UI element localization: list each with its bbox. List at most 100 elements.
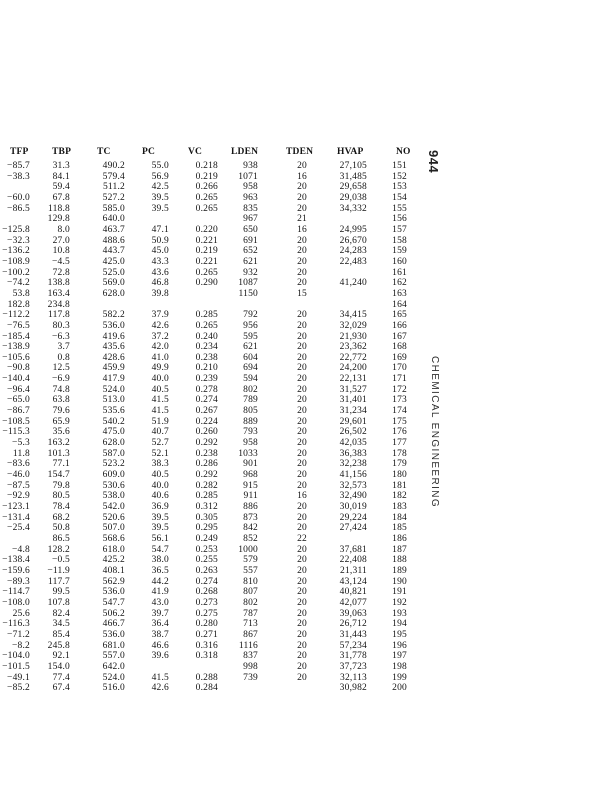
cell: 20 bbox=[297, 608, 307, 619]
cell: 681.0 bbox=[102, 640, 125, 651]
cell: −90.8 bbox=[7, 363, 30, 374]
cell: 0.234 bbox=[195, 342, 218, 353]
cell: 22,408 bbox=[339, 555, 367, 566]
cell: 1150 bbox=[238, 288, 258, 299]
cell: 36.5 bbox=[151, 565, 169, 576]
cell: 23,362 bbox=[339, 342, 367, 353]
table-row: 86.5 568.6 56.1 0.249 852 22 186 bbox=[0, 534, 407, 545]
cell: 16 bbox=[297, 171, 307, 182]
cell: 967 bbox=[243, 214, 258, 225]
cell: 0.265 bbox=[195, 267, 218, 278]
cell: 129.8 bbox=[47, 214, 70, 225]
cell: 585.0 bbox=[102, 203, 125, 214]
cell: −25.4 bbox=[7, 523, 30, 534]
cell: 787 bbox=[243, 608, 258, 619]
cell: 0.275 bbox=[195, 608, 218, 619]
cell: 0.249 bbox=[195, 533, 218, 544]
cell: 34,332 bbox=[339, 203, 367, 214]
cell: 604 bbox=[243, 352, 258, 363]
cell: 52.1 bbox=[151, 448, 169, 459]
cell: 41.5 bbox=[151, 395, 169, 406]
cell: 199 bbox=[392, 672, 407, 683]
col-header-no: NO bbox=[396, 147, 411, 157]
cell: 29,658 bbox=[339, 182, 367, 193]
cell: 0.280 bbox=[195, 619, 218, 630]
col-header-hvap: HVAP bbox=[337, 147, 364, 157]
cell: 24,995 bbox=[339, 224, 367, 235]
cell: 557.0 bbox=[102, 651, 125, 662]
cell: 466.7 bbox=[102, 619, 125, 630]
cell: 174 bbox=[392, 406, 407, 417]
cell: 184 bbox=[392, 512, 407, 523]
cell: −115.3 bbox=[2, 427, 30, 438]
table-row: −104.0 92.1 557.0 39.6 0.318 837 20 31,778 197 bbox=[0, 651, 407, 662]
cell: 488.6 bbox=[102, 235, 125, 246]
cell: 161 bbox=[392, 267, 407, 278]
cell: −38.3 bbox=[7, 171, 30, 182]
cell: 40,821 bbox=[339, 587, 367, 598]
cell: 0.318 bbox=[195, 651, 218, 662]
cell: 29,038 bbox=[339, 192, 367, 203]
cell: 16 bbox=[297, 491, 307, 502]
cell: 20 bbox=[297, 363, 307, 374]
cell: 31,778 bbox=[339, 651, 367, 662]
cell: 72.8 bbox=[52, 267, 70, 278]
cell: 587.0 bbox=[102, 448, 125, 459]
cell: 158 bbox=[392, 235, 407, 246]
cell: −76.5 bbox=[7, 320, 30, 331]
cell: 42,077 bbox=[339, 597, 367, 608]
cell: 31,401 bbox=[339, 395, 367, 406]
cell: 547.7 bbox=[102, 597, 125, 608]
cell: 245.8 bbox=[47, 640, 70, 651]
table-row: −85.7 31.3 490.2 55.0 0.218 938 20 27,105 151 bbox=[0, 161, 407, 172]
cell: 20 bbox=[297, 182, 307, 193]
cell: 44.2 bbox=[151, 576, 169, 587]
cell: 835 bbox=[243, 203, 258, 214]
cell: 3.7 bbox=[57, 342, 70, 353]
col-header-pc: PC bbox=[142, 147, 156, 157]
cell: 22,772 bbox=[339, 352, 367, 363]
cell: 582.2 bbox=[102, 310, 125, 321]
table-row: −100.2 72.8 525.0 43.6 0.265 932 20 161 bbox=[0, 268, 407, 279]
cell: −71.2 bbox=[7, 629, 30, 640]
cell: −101.5 bbox=[2, 661, 30, 672]
cell: 807 bbox=[243, 587, 258, 598]
cell: −159.6 bbox=[2, 565, 30, 576]
cell: 65.9 bbox=[52, 416, 70, 427]
table-row: −138.4 −0.5 425.2 38.0 0.255 579 20 22,408 188 bbox=[0, 555, 407, 566]
cell bbox=[307, 289, 367, 300]
cell: 22,131 bbox=[339, 374, 367, 385]
cell: 20 bbox=[297, 246, 307, 257]
table-row: −140.4 −6.9 417.9 40.0 0.239 594 20 22,131 171 bbox=[0, 374, 407, 385]
cell: 793 bbox=[243, 427, 258, 438]
cell: 0.267 bbox=[195, 406, 218, 417]
cell: 195 bbox=[392, 629, 407, 640]
cell: 805 bbox=[243, 406, 258, 417]
cell: 22,483 bbox=[339, 256, 367, 267]
cell: 99.5 bbox=[52, 587, 70, 598]
cell: 739 bbox=[243, 672, 258, 683]
col-header-tbp: TBP bbox=[52, 147, 72, 157]
cell: 26,502 bbox=[339, 427, 367, 438]
cell: 41.5 bbox=[151, 406, 169, 417]
cell: 535.6 bbox=[102, 406, 125, 417]
cell: 42.6 bbox=[151, 320, 169, 331]
cell: −108.0 bbox=[2, 597, 30, 608]
table-row: −76.5 80.3 536.0 42.6 0.265 956 20 32,029 166 bbox=[0, 321, 407, 332]
cell: 170 bbox=[392, 363, 407, 374]
cell: 0.285 bbox=[195, 310, 218, 321]
cell: 0.220 bbox=[195, 224, 218, 235]
cell: 194 bbox=[392, 619, 407, 630]
col-header-tc: TC bbox=[97, 147, 111, 157]
table-row: −101.5 154.0 642.0 998 20 37,723 198 bbox=[0, 662, 407, 673]
cell: 0.295 bbox=[195, 523, 218, 534]
cell: 652 bbox=[243, 246, 258, 257]
cell: 29,224 bbox=[339, 512, 367, 523]
cell: 154.0 bbox=[47, 661, 70, 672]
cell: 20 bbox=[297, 619, 307, 630]
table-row: −159.6 −11.9 408.1 36.5 0.263 557 20 21,311 189 bbox=[0, 566, 407, 577]
cell: 101.3 bbox=[47, 448, 70, 459]
table-row: −114.7 99.5 536.0 41.9 0.268 807 20 40,821 191 bbox=[0, 587, 407, 598]
table-row: −5.3 163.2 628.0 52.7 0.292 958 20 42,035 177 bbox=[0, 438, 407, 449]
cell: 36,383 bbox=[339, 448, 367, 459]
